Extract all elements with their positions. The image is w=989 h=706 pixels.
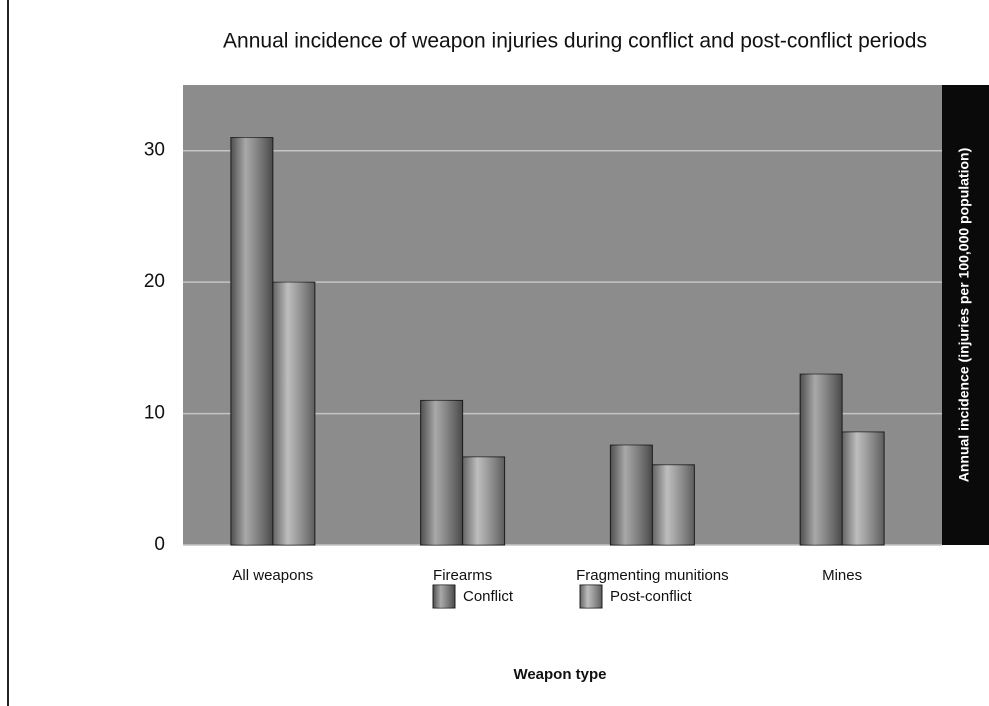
x-tick-label: All weapons: [232, 567, 313, 584]
bar: [230, 137, 274, 546]
x-tick-label: Firearms: [433, 567, 492, 584]
bar: [651, 464, 695, 546]
bar: [420, 399, 464, 546]
chart-title: Annual incidence of weapon injuries duri…: [223, 30, 927, 53]
bar: [272, 281, 316, 546]
y-tick-label: 10: [144, 403, 165, 424]
legend-label: Post-conflict: [610, 588, 693, 605]
x-tick-label: Mines: [822, 567, 862, 584]
legend-swatch-shading: [433, 585, 455, 608]
bar: [841, 431, 885, 546]
legend-swatch-shading: [580, 585, 602, 608]
axis-label-band: [942, 85, 989, 545]
bar: [462, 456, 506, 546]
bar: [799, 373, 843, 546]
x-tick-label: Fragmenting munitions: [576, 567, 729, 584]
y-tick-label: 20: [144, 271, 165, 292]
y-axis-title: Annual incidence (injuries per 100,000 p…: [956, 148, 972, 483]
y-tick-label: 30: [144, 140, 165, 161]
x-axis-title: Weapon type: [513, 666, 606, 683]
bar: [609, 444, 653, 546]
y-tick-label: 0: [154, 534, 165, 555]
legend-label: Conflict: [463, 588, 514, 605]
